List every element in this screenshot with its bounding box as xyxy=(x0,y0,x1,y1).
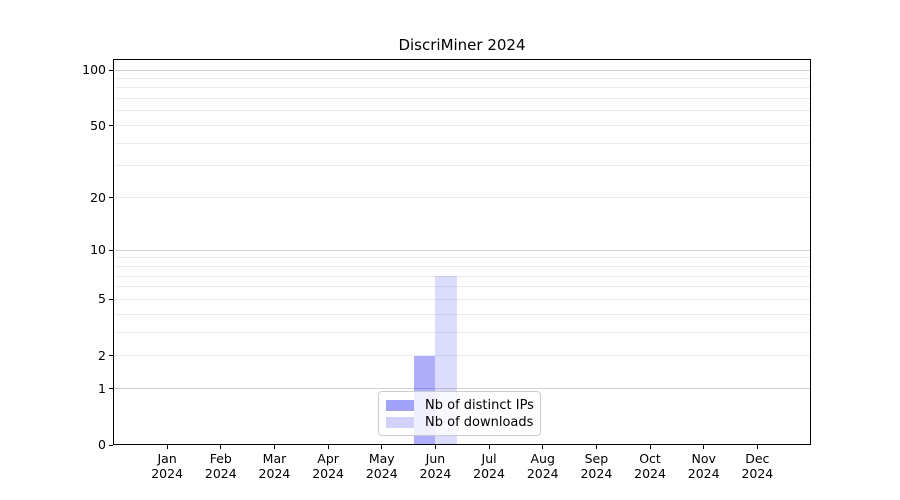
gridline-minor xyxy=(113,197,811,199)
gridline-minor xyxy=(113,331,811,333)
gridline-minor xyxy=(113,298,811,300)
x-tick xyxy=(703,445,705,449)
gridline-major xyxy=(113,249,811,251)
gridline-minor xyxy=(113,110,811,112)
y-tick-label: 1 xyxy=(98,380,106,396)
y-tick-label: 100 xyxy=(82,62,106,77)
y-tick xyxy=(109,125,113,127)
x-tick xyxy=(381,445,383,449)
legend-label-downloads: Nb of downloads xyxy=(425,415,534,430)
gridline-major xyxy=(113,69,811,71)
gridline-minor xyxy=(113,87,811,89)
x-tick-label: Jan 2024 xyxy=(151,451,184,481)
legend: Nb of distinct IPs Nb of downloads xyxy=(378,391,541,436)
legend-row-downloads: Nb of downloads xyxy=(386,414,534,431)
x-tick-label: Apr 2024 xyxy=(312,451,345,481)
chart-title: DiscriMiner 2024 xyxy=(398,36,526,54)
gridline-major xyxy=(113,388,811,390)
x-tick xyxy=(434,445,436,449)
x-tick xyxy=(327,445,329,449)
legend-label-distinct-ips: Nb of distinct IPs xyxy=(425,398,534,413)
gridline-minor xyxy=(113,125,811,127)
x-tick-label: Sep 2024 xyxy=(580,451,613,481)
x-tick xyxy=(649,445,651,449)
gridline-minor xyxy=(113,286,811,288)
y-tick-label: 5 xyxy=(98,291,106,307)
gridline-minor xyxy=(113,142,811,144)
y-tick xyxy=(109,69,113,71)
gridline-minor xyxy=(113,355,811,357)
legend-row-distinct-ips: Nb of distinct IPs xyxy=(386,397,534,414)
y-tick xyxy=(109,197,113,199)
y-tick-label: 20 xyxy=(90,189,106,205)
gridline-minor xyxy=(113,165,811,167)
x-tick-label: Jun 2024 xyxy=(419,451,452,481)
x-tick xyxy=(542,445,544,449)
x-tick xyxy=(488,445,490,449)
y-tick-label: 0 xyxy=(98,437,106,452)
x-tick-label: Dec 2024 xyxy=(741,451,774,481)
x-tick-label: Nov 2024 xyxy=(687,451,720,481)
gridline-minor xyxy=(113,313,811,315)
x-tick-label: Oct 2024 xyxy=(634,451,666,481)
x-tick xyxy=(273,445,275,449)
x-tick-label: Jul 2024 xyxy=(473,451,505,481)
y-tick-label: 2 xyxy=(98,347,106,363)
gridline-minor xyxy=(113,257,811,259)
x-tick xyxy=(220,445,222,449)
y-tick-label: 10 xyxy=(90,242,106,258)
y-tick xyxy=(109,355,113,357)
legend-swatch-distinct-ips-icon xyxy=(386,400,414,411)
plot-area-border xyxy=(113,59,811,445)
x-tick-label: Feb 2024 xyxy=(204,451,237,481)
x-tick xyxy=(166,445,168,449)
gridline-minor xyxy=(113,275,811,277)
x-tick-label: Aug 2024 xyxy=(526,451,559,481)
y-tick xyxy=(109,444,113,446)
y-tick xyxy=(109,249,113,251)
x-tick-label: May 2024 xyxy=(365,451,398,481)
y-tick xyxy=(109,388,113,390)
y-tick-label: 50 xyxy=(90,117,106,133)
x-tick xyxy=(756,445,758,449)
x-tick xyxy=(595,445,597,449)
gridline-minor xyxy=(113,265,811,267)
y-tick xyxy=(109,298,113,300)
legend-swatch-downloads-icon xyxy=(386,417,414,428)
x-tick-label: Mar 2024 xyxy=(258,451,291,481)
gridline-minor xyxy=(113,77,811,79)
gridline-minor xyxy=(113,98,811,100)
